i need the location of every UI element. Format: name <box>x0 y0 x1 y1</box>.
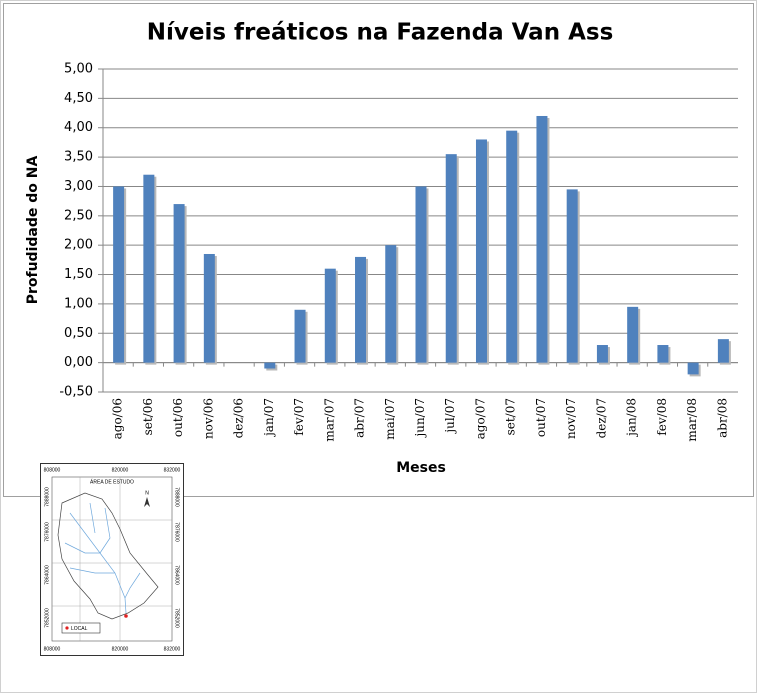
chart-border <box>3 3 754 497</box>
y-tick-label: -0,50 <box>59 385 93 400</box>
x-tick-label: dez/06 <box>232 398 246 438</box>
map-x-label: 820000 <box>112 467 129 473</box>
bar <box>173 204 185 363</box>
map-legend-marker <box>65 626 69 630</box>
map-y-label: 7876000 <box>44 522 50 542</box>
map-x-label: 820000 <box>112 646 129 652</box>
map-title: ÁREA DE ESTUDO <box>90 478 134 485</box>
y-tick-label: 0,00 <box>64 355 93 370</box>
y-tick-label: 1,00 <box>64 296 93 311</box>
bar <box>415 186 427 363</box>
bar <box>203 253 215 363</box>
map-inner-frame <box>51 476 173 642</box>
bar <box>143 174 155 363</box>
bar <box>355 256 367 363</box>
x-tick-label: nov/06 <box>201 398 215 439</box>
y-tick-label: 4,50 <box>64 91 93 106</box>
bar <box>264 362 276 369</box>
x-tick-label: set/06 <box>141 398 155 435</box>
x-tick-label: mar/07 <box>322 398 336 442</box>
map-y-label: 7888000 <box>174 487 180 507</box>
x-tick-label: abr/08 <box>715 398 729 438</box>
x-tick-label: out/06 <box>171 398 185 437</box>
x-tick-label: out/07 <box>534 398 548 437</box>
x-tick-label: mai/07 <box>383 398 397 440</box>
map-legend-box <box>61 622 101 634</box>
bar <box>445 154 457 363</box>
y-tick-label: 4,00 <box>64 120 93 135</box>
map-y-label: 7852000 <box>44 608 50 628</box>
bar <box>506 130 518 363</box>
chart-title: Níveis freáticos na Fazenda Van Ass <box>147 20 614 46</box>
y-tick-label: 3,50 <box>64 150 93 165</box>
bar <box>596 345 608 363</box>
map-y-label: 7876000 <box>174 522 180 542</box>
x-tick-label: jan/07 <box>262 398 276 438</box>
inset-map: LOCAL ÁREA DE ESTUDO N 808000 808000 82000… <box>40 463 184 656</box>
map-boundary <box>57 492 159 620</box>
bar <box>687 362 699 375</box>
bar <box>657 345 669 363</box>
map-x-label: 808000 <box>44 467 61 473</box>
bar <box>566 189 578 363</box>
y-axis-title: Profudidade do NA <box>25 156 41 305</box>
bar <box>113 186 125 363</box>
map-north: N <box>145 490 149 496</box>
x-tick-label: jun/07 <box>413 398 427 439</box>
y-tick-label: 2,50 <box>64 208 93 223</box>
map-x-label: 832000 <box>164 646 181 652</box>
y-tick-label: 3,00 <box>64 179 93 194</box>
map-x-label: 832000 <box>164 467 181 473</box>
bar <box>475 139 487 363</box>
x-tick-label: nov/07 <box>564 398 578 439</box>
bar <box>536 115 548 363</box>
x-tick-label: dez/07 <box>594 398 608 438</box>
x-tick-label: jul/07 <box>443 398 457 435</box>
map-y-label: 7888000 <box>44 487 50 507</box>
map-y-label: 7864000 <box>174 565 180 585</box>
bar <box>385 245 397 363</box>
bar <box>324 268 336 363</box>
x-tick-label: ago/06 <box>111 398 125 439</box>
y-tick-label: 2,00 <box>64 238 93 253</box>
x-tick-label: mar/08 <box>685 398 699 442</box>
map-rivers <box>64 502 141 614</box>
map-y-label: 7864000 <box>44 565 50 585</box>
bar <box>717 339 729 363</box>
x-tick-label: set/07 <box>504 398 518 435</box>
x-tick-label: jan/08 <box>625 398 639 438</box>
map-north-arrow <box>144 497 150 507</box>
map-x-label: 808000 <box>44 646 61 652</box>
bar <box>294 309 306 363</box>
x-axis-title: Meses <box>396 460 446 476</box>
x-tick-label: fev/07 <box>292 398 306 436</box>
x-tick-label: fev/08 <box>655 398 669 436</box>
y-tick-label: 0,50 <box>64 326 93 341</box>
x-tick-label: abr/07 <box>353 398 367 438</box>
bar <box>627 306 639 363</box>
map-y-label: 7852000 <box>174 608 180 628</box>
y-tick-label: 5,00 <box>64 62 93 77</box>
y-tick-label: 1,50 <box>64 267 93 282</box>
x-tick-label: ago/07 <box>473 398 487 439</box>
map-location <box>124 614 128 618</box>
map-legend: LOCAL <box>71 626 88 632</box>
